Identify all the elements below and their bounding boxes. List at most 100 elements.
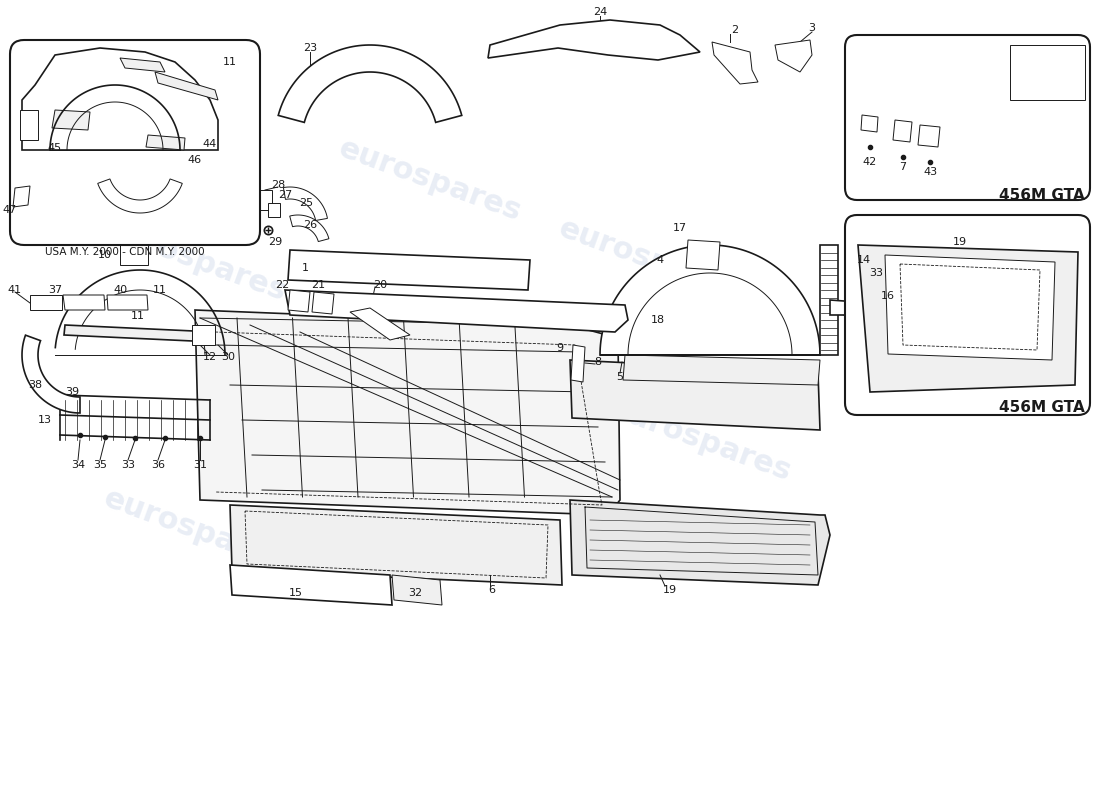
Text: 28: 28 — [271, 180, 285, 190]
Text: 29: 29 — [268, 237, 282, 247]
Polygon shape — [570, 360, 820, 430]
Text: 9: 9 — [557, 343, 563, 353]
Text: 456M GTA: 456M GTA — [999, 401, 1085, 415]
Text: 19: 19 — [663, 585, 678, 595]
Text: 5: 5 — [616, 372, 624, 382]
Text: 7: 7 — [900, 162, 906, 172]
Polygon shape — [120, 240, 148, 265]
Polygon shape — [13, 186, 30, 207]
Polygon shape — [155, 72, 218, 100]
Text: 3: 3 — [808, 23, 815, 33]
Text: eurospares: eurospares — [100, 483, 290, 577]
Polygon shape — [52, 110, 90, 130]
Polygon shape — [258, 190, 272, 210]
Polygon shape — [30, 295, 62, 310]
Polygon shape — [623, 355, 820, 385]
Polygon shape — [285, 290, 628, 332]
Text: 21: 21 — [311, 280, 326, 290]
Text: 2: 2 — [732, 25, 738, 35]
Text: 33: 33 — [869, 268, 883, 278]
Polygon shape — [886, 255, 1055, 360]
Polygon shape — [848, 245, 858, 275]
Polygon shape — [230, 565, 392, 605]
Polygon shape — [284, 187, 328, 221]
Polygon shape — [278, 45, 462, 122]
Text: 11: 11 — [131, 311, 145, 321]
Text: 37: 37 — [48, 285, 62, 295]
Polygon shape — [64, 325, 215, 342]
Text: 22: 22 — [275, 280, 289, 290]
Text: 15: 15 — [289, 588, 302, 598]
Text: 35: 35 — [94, 460, 107, 470]
Polygon shape — [600, 245, 820, 355]
Polygon shape — [858, 245, 1078, 392]
Text: 17: 17 — [673, 223, 688, 233]
Polygon shape — [872, 280, 882, 312]
Text: 23: 23 — [302, 43, 317, 53]
Polygon shape — [120, 58, 165, 72]
Text: 31: 31 — [192, 460, 207, 470]
FancyBboxPatch shape — [10, 40, 260, 245]
Text: 43: 43 — [923, 167, 937, 177]
Polygon shape — [861, 115, 878, 132]
Polygon shape — [820, 245, 838, 355]
Text: 42: 42 — [862, 157, 877, 167]
Text: 47: 47 — [3, 205, 18, 215]
Polygon shape — [268, 203, 280, 217]
Polygon shape — [712, 42, 758, 84]
Text: 14: 14 — [857, 255, 871, 265]
Polygon shape — [63, 295, 104, 310]
Text: 12: 12 — [202, 352, 217, 362]
Polygon shape — [1010, 45, 1085, 100]
Text: 39: 39 — [65, 387, 79, 397]
Text: 4: 4 — [657, 255, 663, 265]
Polygon shape — [392, 575, 442, 605]
Text: 456M GTA: 456M GTA — [999, 187, 1085, 202]
Polygon shape — [350, 308, 410, 340]
Polygon shape — [776, 40, 812, 72]
Text: 6: 6 — [488, 585, 495, 595]
Polygon shape — [22, 48, 218, 150]
Text: 11: 11 — [223, 57, 236, 67]
Polygon shape — [893, 120, 912, 142]
Polygon shape — [571, 345, 585, 382]
Text: 30: 30 — [221, 352, 235, 362]
Text: 46: 46 — [188, 155, 202, 165]
Text: 20: 20 — [373, 280, 387, 290]
Text: 24: 24 — [593, 7, 607, 17]
Text: eurospares: eurospares — [554, 483, 746, 577]
Polygon shape — [195, 310, 620, 515]
FancyBboxPatch shape — [845, 35, 1090, 200]
Text: 44: 44 — [202, 139, 217, 149]
Polygon shape — [289, 215, 329, 242]
Text: USA M.Y. 2000 - CDN M.Y. 2000: USA M.Y. 2000 - CDN M.Y. 2000 — [45, 247, 205, 257]
Polygon shape — [107, 295, 148, 310]
Text: 33: 33 — [121, 460, 135, 470]
Text: 38: 38 — [28, 380, 42, 390]
Polygon shape — [230, 505, 562, 585]
Text: 27: 27 — [278, 190, 293, 200]
Polygon shape — [288, 290, 310, 312]
Text: eurospares: eurospares — [334, 134, 526, 226]
Text: 41: 41 — [8, 285, 22, 295]
FancyBboxPatch shape — [845, 215, 1090, 415]
Text: 11: 11 — [153, 285, 167, 295]
Polygon shape — [488, 20, 700, 60]
Text: eurospares: eurospares — [100, 214, 290, 306]
Text: 36: 36 — [151, 460, 165, 470]
Text: 18: 18 — [651, 315, 666, 325]
Text: eurospares: eurospares — [334, 323, 526, 417]
Polygon shape — [686, 240, 720, 270]
Text: 34: 34 — [70, 460, 85, 470]
Text: 1: 1 — [301, 263, 308, 273]
Text: 26: 26 — [302, 220, 317, 230]
Text: 16: 16 — [881, 291, 895, 301]
Text: 13: 13 — [39, 415, 52, 425]
Text: 19: 19 — [953, 237, 967, 247]
Polygon shape — [918, 125, 940, 147]
Text: 25: 25 — [299, 198, 314, 208]
Polygon shape — [146, 135, 185, 150]
Polygon shape — [830, 300, 900, 315]
Text: 10: 10 — [98, 250, 112, 260]
Polygon shape — [860, 255, 870, 290]
